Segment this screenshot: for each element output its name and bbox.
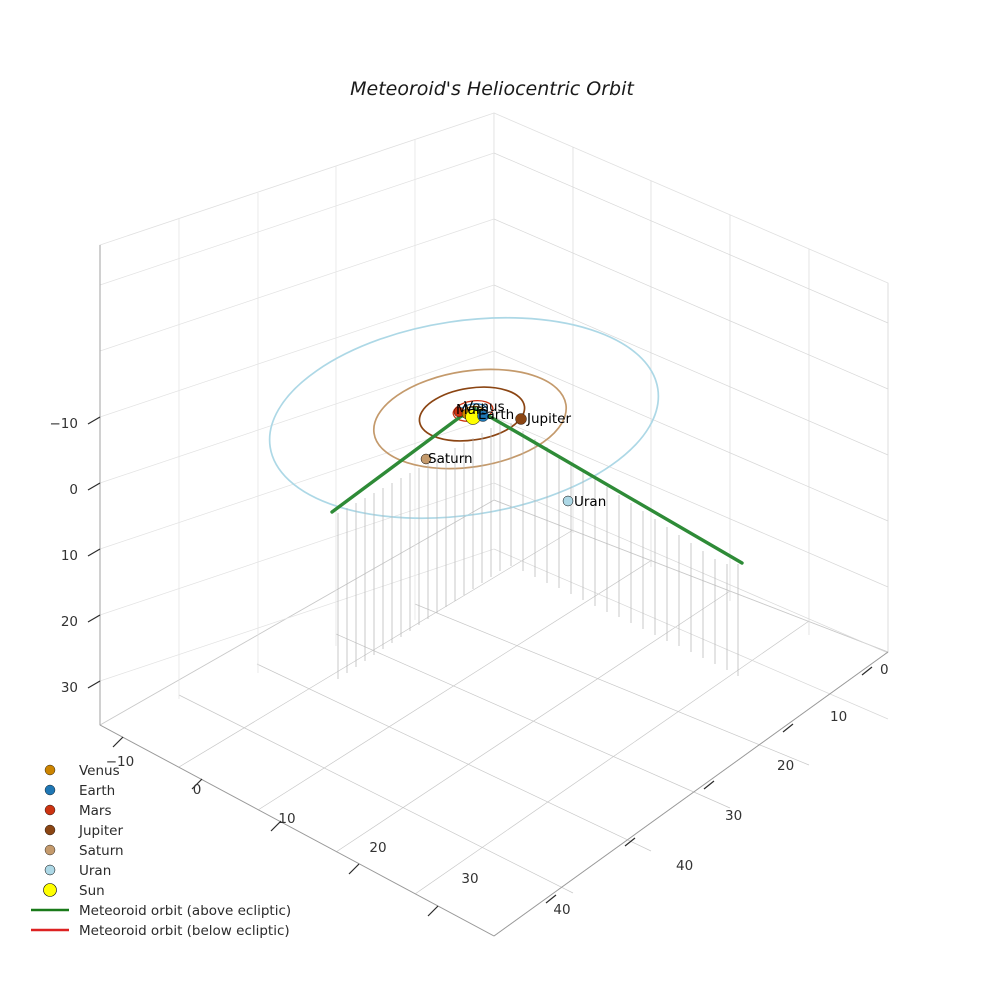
z-tick-label: 10 <box>61 548 78 564</box>
planet-orbits <box>268 316 660 520</box>
z-tick-label: 0 <box>69 482 78 498</box>
page-title: Meteoroid's Heliocentric Orbit <box>350 78 635 100</box>
legend-label: Meteoroid orbit (below ecliptic) <box>79 923 290 939</box>
z-tick-label: 30 <box>61 680 78 696</box>
x-tick-label: 0 <box>193 782 202 798</box>
marker-saturn[interactable] <box>420 453 432 465</box>
legend-label: Mars <box>79 803 112 819</box>
y-axis-ticks <box>545 666 873 904</box>
z-axis-ticks <box>87 416 101 689</box>
label-jupiter: Jupiter <box>526 411 571 427</box>
z-axis-tick-labels: 30 20 10 0 −10 <box>50 416 79 696</box>
left-wall-grid <box>99 113 495 699</box>
orbit-uranus <box>268 316 660 520</box>
label-mars: Mars <box>456 402 489 418</box>
legend-marker-icon <box>44 844 56 856</box>
marker-earth[interactable] <box>477 410 489 422</box>
label-saturn: Saturn <box>428 451 473 467</box>
legend-marker-icon <box>44 784 56 796</box>
legend-marker-icon <box>44 824 56 836</box>
legend-label: Uran <box>79 863 111 879</box>
y-tick-label: 0 <box>880 662 889 678</box>
x-tick-label: 10 <box>278 811 295 827</box>
legend-item[interactable]: Venus <box>44 763 120 779</box>
legend-marker-icon <box>44 864 56 876</box>
x-axis-ticks <box>112 736 439 917</box>
legend-item[interactable]: Saturn <box>44 843 124 859</box>
meteoroid-dropline-group <box>337 423 739 679</box>
legend-label: Earth <box>79 783 115 799</box>
z-tick-label: 20 <box>61 614 78 630</box>
legend-label: Venus <box>79 763 120 779</box>
legend-item[interactable]: Sun <box>43 883 105 899</box>
legend-label: Meteoroid orbit (above ecliptic) <box>79 903 291 919</box>
orbit-saturn <box>372 368 568 470</box>
y-tick-label: 10 <box>830 709 847 725</box>
marker-jupiter[interactable] <box>515 413 527 425</box>
legend-item[interactable]: Uran <box>44 863 111 879</box>
y-tick-label: 30 <box>725 808 742 824</box>
y-axis-tick-labels: 0 10 20 30 40 <box>676 662 889 874</box>
legend-item[interactable]: Meteoroid orbit (below ecliptic) <box>31 923 290 939</box>
x-tick-label: 40 <box>553 902 570 918</box>
z-tick-label: −10 <box>50 416 79 432</box>
legend-item[interactable]: Jupiter <box>44 823 123 839</box>
legend-label: Sun <box>79 883 105 899</box>
legend-item[interactable]: Earth <box>44 783 115 799</box>
x-tick-label: 20 <box>369 840 386 856</box>
legend-label: Jupiter <box>78 823 123 839</box>
planet-markers <box>420 406 574 507</box>
legend: Venus Earth Mars Jupiter Saturn Uran <box>31 763 291 939</box>
legend-marker-icon <box>44 764 56 776</box>
y-tick-label: 40 <box>676 858 693 874</box>
orbit-jupiter <box>418 386 526 442</box>
legend-item[interactable]: Mars <box>44 803 112 819</box>
label-uran: Uran <box>574 494 606 510</box>
legend-marker-icon <box>44 804 56 816</box>
legend-marker-icon <box>43 883 57 897</box>
legend-item[interactable]: Meteoroid orbit (above ecliptic) <box>31 903 291 919</box>
label-earth: Earth <box>478 407 514 423</box>
legend-label: Saturn <box>79 843 124 859</box>
x-axis-tick-labels: −10 0 10 20 30 40 <box>106 754 571 918</box>
x-tick-label: −10 <box>106 754 135 770</box>
y-tick-label: 20 <box>777 758 794 774</box>
axes3d-spines <box>99 245 889 937</box>
marker-uran[interactable] <box>562 495 574 507</box>
x-tick-label: 30 <box>461 871 478 887</box>
label-venus: Venus <box>464 399 505 415</box>
planet-labels: Mars Venus Earth Jupiter Saturn Uran <box>428 399 606 510</box>
